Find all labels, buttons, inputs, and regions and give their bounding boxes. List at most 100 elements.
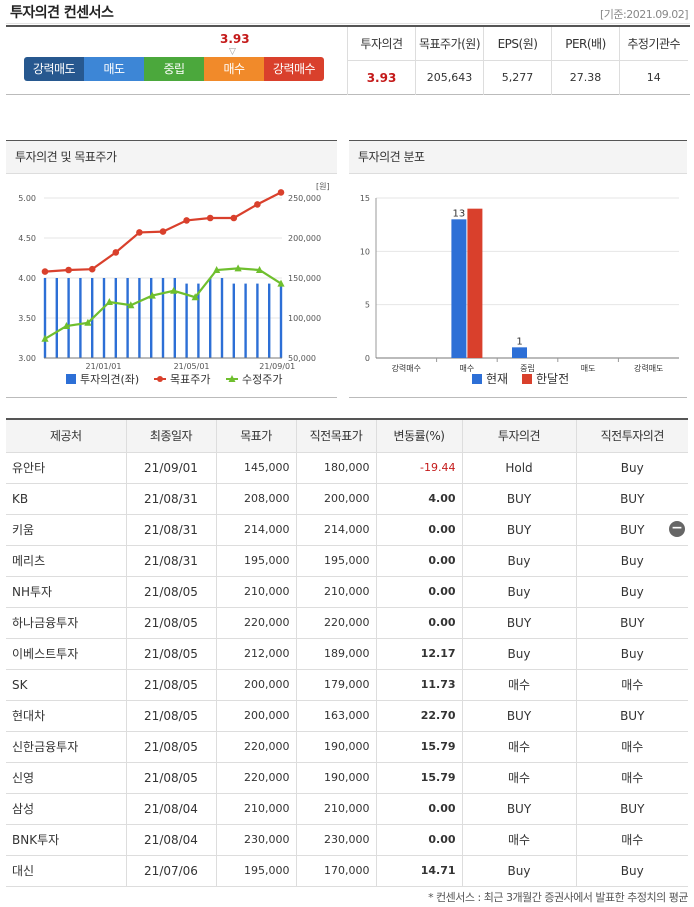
opinion-cell: Hold: [461, 451, 577, 484]
scale-sell: 매도: [84, 57, 144, 81]
y-left-tick-label: 4.00: [18, 274, 36, 283]
footnote: * 컨센서스 : 최근 3개월간 증권사에서 발표한 추정치의 평균: [428, 891, 688, 904]
data-label: 13: [453, 208, 466, 219]
opinion-cell: 매수: [461, 668, 577, 701]
table-row: 신영 21/08/05 220,000 190,000 15.79 매수 매수: [6, 761, 688, 794]
column-header: 최종일자: [125, 419, 217, 453]
target-price-cell: 214,000: [215, 513, 297, 546]
adjusted-price-point: [41, 334, 49, 342]
table-row: SK 21/08/05 200,000 179,000 11.73 매수 매수: [6, 668, 688, 701]
provider-cell: NH투자: [6, 575, 127, 608]
table-row: 삼성 21/08/04 210,000 210,000 0.00 BUY BUY: [6, 792, 688, 825]
date-cell: 21/08/05: [125, 699, 217, 732]
scale-neutral: 중립: [144, 57, 204, 81]
adjusted-price-point: [170, 286, 178, 294]
opinion-bar: [256, 283, 259, 358]
y-tick-label: 0: [365, 354, 370, 363]
target-price-point: [159, 228, 167, 235]
adjusted-price-line: [44, 267, 282, 340]
adjusted-price-point: [84, 318, 92, 326]
prev-target-cell: 210,000: [295, 575, 377, 608]
prev-opinion-cell: BUY: [575, 792, 688, 825]
opinion-bar: [114, 278, 117, 358]
minus-circle-icon[interactable]: −: [669, 521, 685, 537]
change-rate-cell: 12.17: [375, 637, 463, 670]
adjusted-price-point: [234, 264, 242, 272]
target-price-point: [254, 201, 261, 208]
x-tick-label: 21/01/01: [86, 362, 122, 371]
target-price-cell: 210,000: [215, 792, 297, 825]
y-right-unit: [원]: [316, 182, 330, 191]
prev-opinion-cell: Buy: [575, 575, 688, 608]
date-cell: 21/09/01: [125, 451, 217, 484]
prev-month-bar: [467, 208, 483, 358]
legend-marker: [472, 374, 482, 384]
panel-title: 투자의견 분포: [349, 141, 687, 174]
prev-target-cell: 189,000: [295, 637, 377, 670]
opinion-bar: [102, 278, 106, 358]
opinion-bar: [185, 283, 188, 358]
date-cell: 21/08/31: [125, 544, 217, 577]
table-row: 대신 21/07/06 195,000 170,000 14.71 Buy Buy: [6, 854, 688, 887]
y-right-tick-label: 250,000: [288, 194, 321, 203]
opinion-cell: 매수: [461, 761, 577, 794]
table-row: KB 21/08/31 208,000 200,000 4.00 BUY BUY: [6, 482, 688, 515]
column-header: 직전목표가: [295, 419, 377, 453]
prev-target-cell: 180,000: [295, 451, 377, 484]
prev-opinion-cell: BUY: [575, 482, 688, 515]
consensus-table: 투자의견 목표주가(원) EPS(원) PER(배) 추정기관수 3.93 20…: [347, 27, 688, 95]
prev-target-cell: 230,000: [295, 823, 377, 856]
prev-opinion-cell: 매수: [575, 730, 688, 763]
target-price-cell: 195,000: [215, 854, 297, 887]
provider-cell: 유안타: [6, 451, 127, 484]
prev-target-cell: 190,000: [295, 761, 377, 794]
target-price-point: [206, 214, 214, 222]
change-rate-cell: 0.00: [375, 544, 463, 577]
provider-cell: 현대차: [6, 699, 127, 732]
x-tick-label: 21/05/01: [174, 362, 210, 371]
consensus-target-price: 205,643: [415, 60, 484, 95]
opinion-target-chart: 3.00 3.50 4.00 4.50 5.00 50,000 100,000 150,000…: [18, 182, 330, 386]
y-tick-label: 10: [360, 247, 370, 256]
opinion-bar: [55, 278, 58, 358]
prev-target-cell: 220,000: [295, 606, 377, 639]
opinion-bar: [79, 278, 82, 358]
target-price-point: [88, 265, 96, 273]
target-price-cell: 220,000: [215, 761, 297, 794]
prev-opinion-cell: BUY: [575, 606, 688, 639]
x-tick-label: 매도: [581, 364, 596, 373]
table-row: 유안타 21/09/01 145,000 180,000 -19.44 Hold Buy: [6, 451, 688, 484]
change-rate-cell: 14.71: [375, 854, 463, 887]
legend-marker: [522, 374, 532, 384]
y-tick-label: 5: [365, 301, 370, 310]
legend-opinion-marker: [66, 374, 76, 384]
prev-target-cell: 190,000: [295, 730, 377, 763]
y-left-tick-label: 4.50: [18, 234, 36, 243]
provider-cell: BNK투자: [6, 823, 127, 856]
opinion-marker-arrow-icon: ▽: [229, 47, 236, 57]
adjusted-price-point: [105, 298, 113, 305]
adjusted-price-point: [148, 291, 156, 299]
opinion-cell: BUY: [461, 482, 577, 515]
opinion-cell: BUY: [461, 513, 577, 546]
table-row: BNK투자 21/08/04 230,000 230,000 0.00 매수 매수: [6, 823, 688, 856]
target-price-cell: 220,000: [215, 730, 297, 763]
prev-opinion-cell: 매수: [575, 823, 688, 856]
opinion-bar: [268, 283, 271, 358]
target-price-cell: 195,000: [215, 544, 297, 577]
opinion-cell: 매수: [461, 730, 577, 763]
panel-title: 투자의견 및 목표주가: [6, 141, 337, 174]
opinion-bar: [161, 278, 165, 358]
adjusted-price-point: [213, 266, 221, 273]
target-price-point: [183, 217, 190, 224]
opinion-bar: [244, 283, 247, 358]
prev-target-cell: 214,000: [295, 513, 377, 546]
opinion-bar: [232, 283, 235, 358]
provider-cell: 하나금융투자: [6, 606, 127, 639]
legend-target-label: 목표주가: [170, 373, 210, 386]
opinion-cell: Buy: [461, 637, 577, 670]
x-tick-label: 21/09/01: [259, 362, 295, 371]
table-row: 키움 21/08/31 214,000 214,000 0.00 BUY BUY: [6, 513, 688, 546]
prev-opinion-cell: BUY: [575, 699, 688, 732]
